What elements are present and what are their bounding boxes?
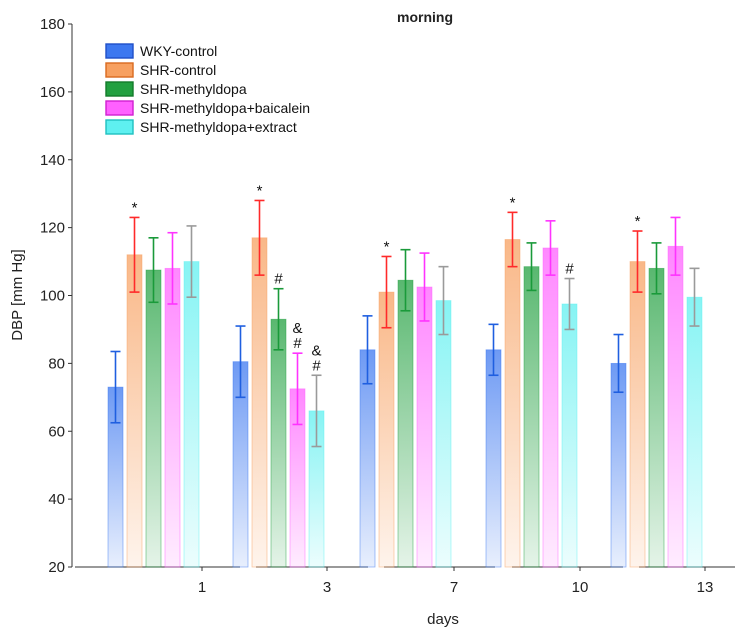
- legend-label: SHR-methyldopa: [140, 81, 247, 97]
- significance-marker: &: [311, 342, 321, 359]
- significance-marker: *: [257, 182, 263, 199]
- significance-marker: *: [635, 213, 641, 230]
- x-tick-label: 13: [697, 579, 714, 596]
- significance-marker: #: [274, 271, 283, 288]
- legend-label: SHR-methyldopa+baicalein: [140, 100, 310, 116]
- y-tick-label: 120: [40, 220, 65, 237]
- y-tick-label: 40: [48, 491, 65, 508]
- legend-swatch: [105, 43, 134, 59]
- legend-swatch: [105, 100, 134, 116]
- bar-shr-methyldopa-day-13: [648, 267, 665, 568]
- bars: *****#&# &##: [107, 182, 703, 568]
- y-tick-label: 180: [40, 16, 65, 33]
- legend-label: WKY-control: [140, 43, 217, 59]
- x-tick-label: 10: [572, 579, 589, 596]
- y-tick-label: 100: [40, 288, 65, 305]
- bar-shr-methyldopa-baicalein-day-7: [416, 286, 433, 568]
- bar-shr-control-day-1: [126, 254, 143, 568]
- bar-wky-control-day-10: [485, 349, 502, 568]
- significance-marker: &: [292, 320, 302, 337]
- bar-shr-methyldopa-baicalein-day-13: [667, 245, 684, 568]
- x-axis-title: days: [427, 611, 459, 628]
- legend-swatch: [105, 62, 134, 78]
- bar-shr-methyldopa-day-1: [145, 269, 162, 568]
- x-tick-label: 1: [198, 579, 206, 596]
- bar-shr-control-day-10: [504, 239, 521, 568]
- bar-shr-methyldopa-day-10: [523, 266, 540, 568]
- y-tick-label: 160: [40, 84, 65, 101]
- bar-shr-methyldopa-extract-day-1: [183, 261, 200, 568]
- bar-shr-control-day-7: [378, 291, 395, 568]
- bar-shr-methyldopa-extract-day-7: [435, 300, 452, 568]
- significance-marker: *: [132, 199, 138, 216]
- chart-title: morning: [397, 9, 453, 25]
- y-tick-label: 140: [40, 152, 65, 169]
- significance-marker: #: [293, 335, 302, 352]
- x-tick-label: 7: [450, 579, 458, 596]
- significance-marker: #: [565, 261, 574, 278]
- legend-swatch: [105, 119, 134, 135]
- y-tick-label: 60: [48, 423, 65, 440]
- y-tick-label: 20: [48, 559, 65, 576]
- bar-shr-methyldopa-extract-day-10: [561, 303, 578, 568]
- legend-swatch: [105, 81, 134, 97]
- y-tick-label: 80: [48, 355, 65, 372]
- bar-shr-methyldopa-day-3: [270, 318, 287, 568]
- x-tick-label: 3: [323, 579, 331, 596]
- legend: WKY-control SHR-control SHR-methyldopa SHR-…: [105, 43, 310, 135]
- significance-marker: #: [312, 357, 321, 374]
- bar-wky-control-day-13: [610, 362, 627, 568]
- significance-marker: *: [384, 238, 390, 255]
- legend-label: SHR-methyldopa+extract: [140, 119, 297, 135]
- bar-shr-methyldopa-extract-day-13: [686, 296, 703, 568]
- bar-shr-methyldopa-baicalein-day-10: [542, 247, 559, 568]
- significance-marker: *: [510, 194, 516, 211]
- bar-shr-control-day-13: [629, 261, 646, 568]
- bar-shr-methyldopa-baicalein-day-1: [164, 267, 181, 568]
- legend-label: SHR-control: [140, 62, 216, 78]
- bar-shr-methyldopa-day-7: [397, 279, 414, 568]
- y-axis-title: DBP [mm Hg]: [9, 249, 26, 340]
- bar-shr-control-day-3: [251, 237, 268, 568]
